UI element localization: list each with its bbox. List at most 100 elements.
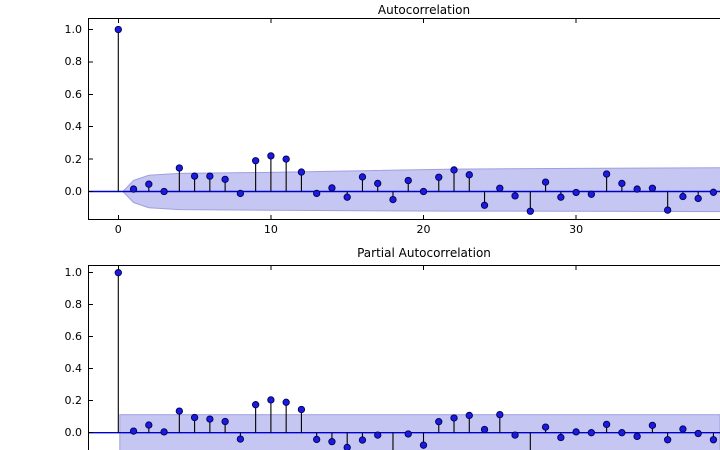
acf-marker-lag-26 xyxy=(511,192,519,200)
pacf-marker-lag-7 xyxy=(221,417,229,426)
acf-xtick-label: 30 xyxy=(569,223,584,236)
pacf-marker-lag-17 xyxy=(374,431,382,439)
acf-marker-lag-35 xyxy=(648,184,657,192)
pacf-ytick-label: 1.0 xyxy=(64,266,83,280)
acf-marker-lag-24 xyxy=(480,201,489,209)
pacf-plot-title: Partial Autocorrelation xyxy=(357,246,491,260)
acf-marker-lag-29 xyxy=(557,193,565,201)
pacf-marker-lag-25 xyxy=(496,410,504,419)
acf-marker-lag-9 xyxy=(251,157,260,165)
pacf-marker-lag-22 xyxy=(450,414,458,422)
acf-marker-lag-17 xyxy=(374,179,382,188)
pacf-marker-lag-5 xyxy=(190,413,199,422)
acf-xtick-label: 20 xyxy=(416,223,431,236)
acf-marker-lag-28 xyxy=(541,178,550,186)
acf-marker-lag-18 xyxy=(389,195,397,204)
pacf-marker-lag-29 xyxy=(557,433,565,442)
acf-marker-lag-8 xyxy=(236,189,245,198)
acf-marker-lag-34 xyxy=(633,185,641,193)
pacf-marker-lag-38 xyxy=(694,429,702,438)
acf-marker-lag-22 xyxy=(450,166,458,174)
pacf-marker-lag-9 xyxy=(251,401,260,409)
acf-marker-lag-33 xyxy=(618,179,626,188)
acf-marker-lag-5 xyxy=(190,172,199,180)
acf-marker-lag-39 xyxy=(709,188,718,196)
acf-ticks xyxy=(89,19,577,219)
pacf-marker-lag-14 xyxy=(328,438,336,446)
acf-marker-lag-13 xyxy=(313,189,321,198)
pacf-marker-lag-4 xyxy=(175,407,183,415)
pacf-marker-lag-1 xyxy=(129,427,138,435)
pacf-ticks xyxy=(89,266,577,434)
acf-marker-lag-16 xyxy=(358,173,367,181)
acf-ytick-label: 0.0 xyxy=(64,185,83,198)
pacf-marker-lag-10 xyxy=(267,396,275,404)
pacf-ytick-label: 0.4 xyxy=(64,362,83,376)
acf-marker-lag-15 xyxy=(343,193,351,201)
acf-marker-lag-10 xyxy=(267,152,275,160)
pacf-marker-lag-26 xyxy=(511,431,519,439)
pacf-ytick-label: 0.6 xyxy=(64,330,83,344)
pacf-marker-lag-23 xyxy=(465,411,473,420)
acf-xtick-label: 0 xyxy=(114,223,122,236)
pacf-ytick-label: 0.2 xyxy=(64,394,83,408)
acf-marker-lag-21 xyxy=(435,173,443,181)
acf-marker-lag-7 xyxy=(221,175,229,184)
acf-marker-lag-36 xyxy=(664,206,672,214)
pacf-ytick-label: 0.0 xyxy=(64,426,83,440)
pacf-marker-lag-28 xyxy=(541,423,550,431)
acf-marker-lag-1 xyxy=(129,185,138,193)
pacf-marker-lag-31 xyxy=(587,429,596,437)
pacf-marker-lag-11 xyxy=(282,398,290,406)
pacf-marker-lag-36 xyxy=(664,436,672,444)
acf-marker-lag-25 xyxy=(496,184,504,192)
acf-ytick-label: 1.0 xyxy=(64,23,83,36)
acf-ytick-label: 0.8 xyxy=(64,55,83,69)
pacf-marker-lag-2 xyxy=(145,421,153,429)
acf-marker-lag-20 xyxy=(419,187,428,196)
pacf-marker-lag-3 xyxy=(160,428,168,436)
pacf-marker-lag-39 xyxy=(709,436,718,444)
acf-ytick-label: 0.4 xyxy=(64,120,83,134)
acf-marker-lag-3 xyxy=(160,187,168,196)
pacf-marker-lag-12 xyxy=(297,405,306,414)
pacf-marker-lag-34 xyxy=(633,432,641,441)
pacf-marker-lag-8 xyxy=(236,435,245,443)
pacf-marker-lag-15 xyxy=(343,443,351,450)
pacf-marker-lag-20 xyxy=(419,441,428,449)
acf-marker-lag-38 xyxy=(694,194,702,203)
acf-plot-area xyxy=(88,25,720,215)
acf-spines xyxy=(88,18,720,220)
acf-ytick-label: 0.2 xyxy=(64,152,83,166)
pacf-marker-lag-21 xyxy=(435,418,443,426)
acf-marker-lag-2 xyxy=(145,180,153,188)
pacf-marker-lag-0 xyxy=(114,269,122,277)
pacf-marker-lag-16 xyxy=(358,436,367,444)
acf-marker-lag-0 xyxy=(114,25,122,34)
acf-marker-lag-30 xyxy=(572,188,580,197)
acf-xtick-label: 10 xyxy=(263,223,278,236)
acf-marker-lag-32 xyxy=(602,170,611,178)
pacf-ytick-label: 0.8 xyxy=(64,298,83,312)
pacf-marker-lag-13 xyxy=(313,435,321,444)
acf-ytick-label: 0.6 xyxy=(64,87,83,101)
pacf-marker-lag-19 xyxy=(404,430,412,438)
pacf-marker-lag-24 xyxy=(480,425,489,434)
acf-marker-lag-37 xyxy=(679,192,687,201)
acf-marker-lag-12 xyxy=(297,168,306,176)
pacf-marker-lag-33 xyxy=(618,429,626,437)
pacf-marker-lag-30 xyxy=(572,428,580,436)
acf-marker-lag-14 xyxy=(328,184,336,192)
acf-plot-title: Autocorrelation xyxy=(377,3,471,17)
acf-marker-lag-6 xyxy=(206,172,214,180)
pacf-marker-lag-32 xyxy=(602,420,611,429)
pacf-marker-lag-35 xyxy=(648,421,657,429)
acf-marker-lag-4 xyxy=(175,164,183,172)
acf-marker-lag-19 xyxy=(404,176,412,185)
pacf-plot-area xyxy=(88,269,720,450)
acf-marker-lag-31 xyxy=(587,190,596,198)
pacf-marker-lag-37 xyxy=(679,425,687,433)
acf-marker-lag-11 xyxy=(282,155,290,163)
